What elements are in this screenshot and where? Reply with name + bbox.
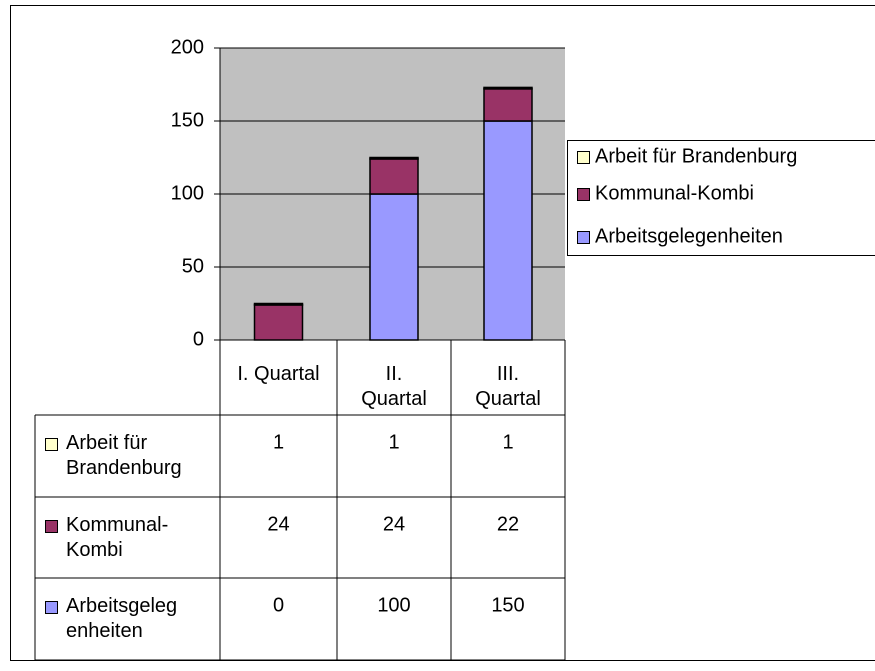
table-value: 150 (491, 594, 524, 616)
table-legend-key (45, 520, 58, 533)
x-tick-label: II. Quartal (361, 363, 427, 410)
table-legend-key (45, 601, 58, 614)
table-value: 100 (377, 594, 410, 616)
table-row-label: Arbeitsgelegenheiten (66, 595, 178, 642)
table-value: 22 (497, 513, 519, 535)
table-value: 24 (383, 513, 405, 535)
y-tick-label: 0 (193, 328, 204, 350)
table-row-label: Kommunal-Kombi (66, 514, 169, 561)
y-tick-label: 50 (182, 255, 204, 277)
bar-segment (253, 304, 304, 341)
table-value: 0 (273, 594, 284, 616)
legend-key (577, 188, 590, 201)
bar-segment (369, 193, 419, 341)
y-tick-label: 200 (171, 36, 204, 58)
table-value: 24 (267, 513, 289, 535)
bar-segment (369, 156, 419, 160)
table-value: 1 (388, 431, 399, 453)
bar-segment (483, 120, 533, 341)
legend-key (577, 151, 590, 164)
bar-segment (483, 86, 533, 90)
legend-box (567, 140, 875, 256)
bar-segment (253, 302, 304, 306)
legend-label: Arbeitsgelegenheiten (595, 225, 783, 247)
table-row-label: Arbeit für Brandenburg (66, 432, 182, 479)
table-value: 1 (273, 431, 284, 453)
legend-key (577, 231, 590, 244)
bar-segment (483, 88, 533, 122)
table-legend-key (45, 438, 58, 451)
bar-segment (369, 158, 419, 195)
x-tick-label: I. Quartal (237, 363, 320, 385)
legend-label: Kommunal-Kombi (595, 182, 754, 204)
y-tick-label: 150 (171, 109, 204, 131)
y-tick-label: 100 (171, 182, 204, 204)
x-tick-label: III. Quartal (475, 363, 541, 410)
legend-label: Arbeit für Brandenburg (595, 145, 797, 167)
table-value: 1 (502, 431, 513, 453)
